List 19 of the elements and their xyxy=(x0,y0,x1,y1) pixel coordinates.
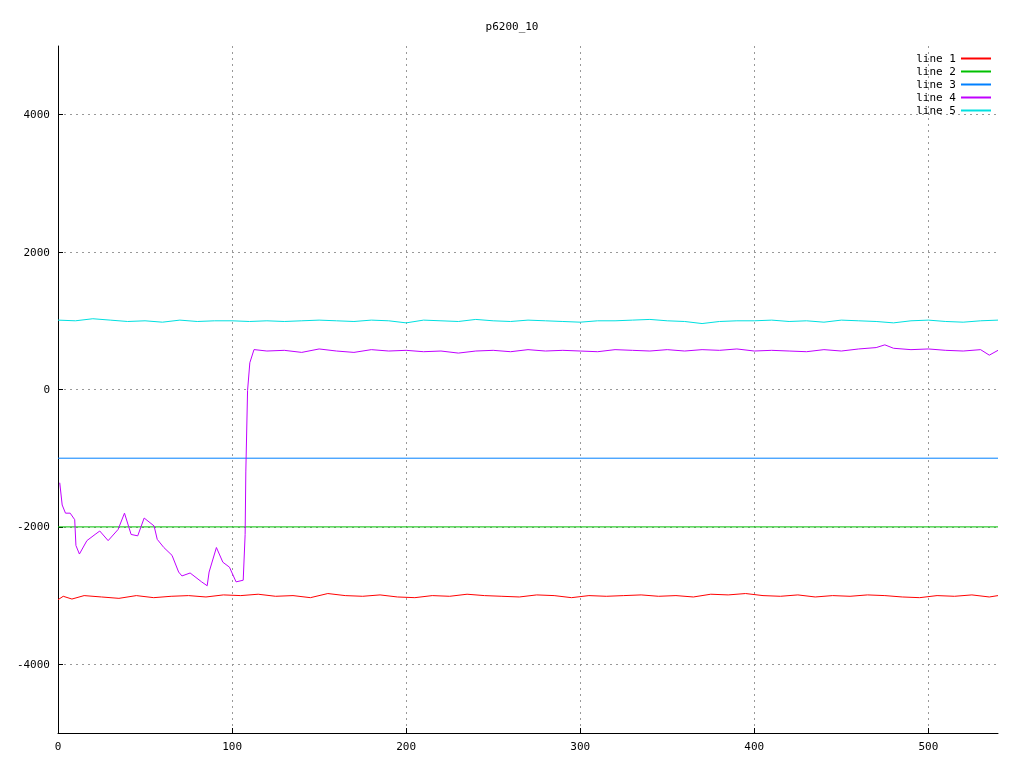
x-tick-label: 500 xyxy=(918,740,939,753)
legend-label: line 4 xyxy=(916,91,957,104)
y-tick-label: -4000 xyxy=(16,657,50,671)
y-tick-label: 0 xyxy=(43,383,50,396)
x-tick-label: 400 xyxy=(744,740,765,753)
x-tick-label: 0 xyxy=(54,740,62,753)
legend-label: line 3 xyxy=(916,78,956,91)
legend-label: line 2 xyxy=(916,65,956,78)
y-tick-label: 4000 xyxy=(23,108,50,122)
chart-title: p6200_10 xyxy=(485,20,539,33)
line-series xyxy=(59,344,999,587)
x-tick-label: 200 xyxy=(396,740,417,753)
legend-label: line 1 xyxy=(916,52,956,65)
legend-label: line 5 xyxy=(916,104,956,117)
x-tick-label: 100 xyxy=(222,740,243,753)
y-tick-label: -2000 xyxy=(16,520,50,534)
line-series xyxy=(57,593,999,601)
y-tick-label: 2000 xyxy=(23,245,50,259)
x-tick-label: 300 xyxy=(570,740,591,753)
